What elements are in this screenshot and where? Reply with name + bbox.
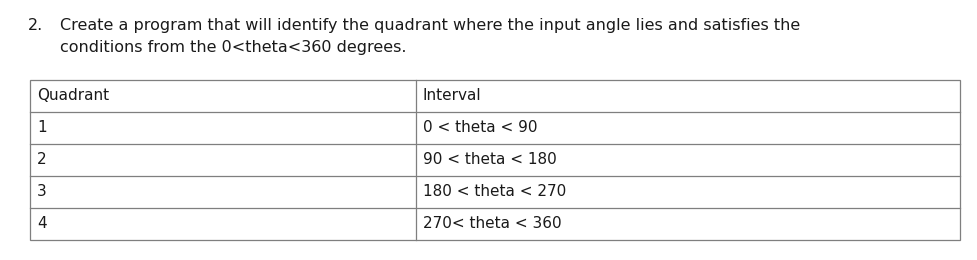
Text: Quadrant: Quadrant <box>37 88 109 103</box>
Text: 180 < theta < 270: 180 < theta < 270 <box>422 185 566 199</box>
Text: 90 < theta < 180: 90 < theta < 180 <box>422 153 556 167</box>
Text: 270< theta < 360: 270< theta < 360 <box>422 217 561 231</box>
Text: Create a program that will identify the quadrant where the input angle lies and : Create a program that will identify the … <box>60 18 799 55</box>
Text: 1: 1 <box>37 120 47 135</box>
Text: 2.: 2. <box>28 18 43 33</box>
Text: Interval: Interval <box>422 88 481 103</box>
Text: 4: 4 <box>37 217 47 231</box>
Bar <box>30 80 959 240</box>
Text: 3: 3 <box>37 185 47 199</box>
Text: 2: 2 <box>37 153 47 167</box>
Text: 0 < theta < 90: 0 < theta < 90 <box>422 120 537 135</box>
